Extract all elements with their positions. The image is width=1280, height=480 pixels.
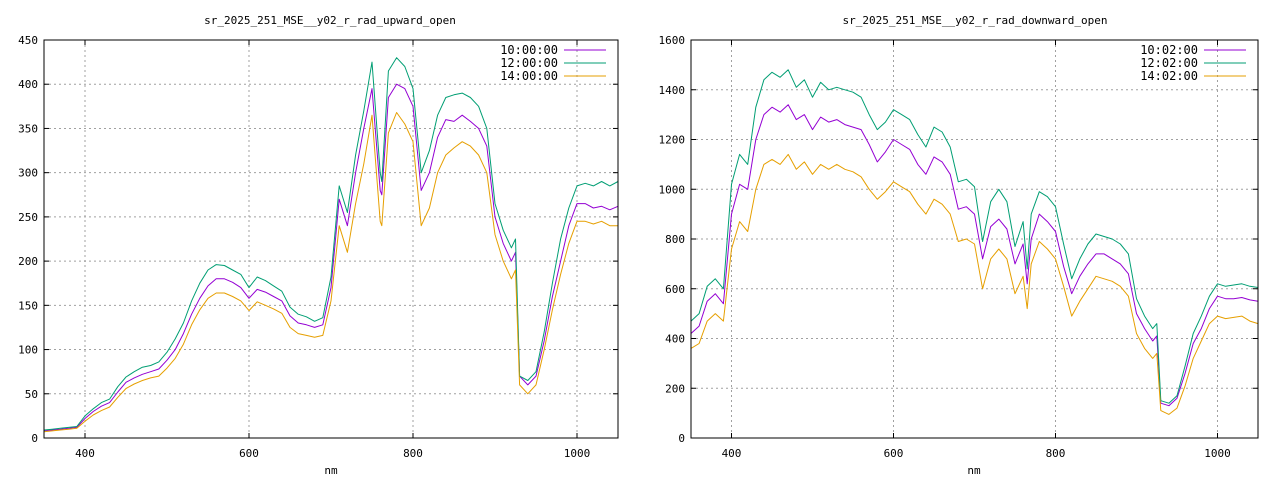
plot-frame: [690, 39, 1259, 439]
y-tick-label: 300: [18, 167, 38, 180]
y-tick-label: 350: [18, 122, 38, 135]
y-tick-label: 250: [18, 211, 38, 224]
x-axis-label: nm: [967, 464, 981, 477]
legend-label: 10:02:00: [1140, 43, 1198, 57]
y-tick-label: 400: [18, 78, 38, 91]
x-tick-label: 800: [403, 447, 423, 460]
x-tick-label: 600: [884, 447, 904, 460]
chart-title: sr_2025_251_MSE__y02_r_rad_downward_open: [843, 14, 1108, 27]
y-tick-label: 0: [31, 432, 38, 445]
series-line-3: [690, 153, 1259, 415]
y-tick-label: 1000: [659, 183, 686, 196]
y-tick-label: 200: [18, 255, 38, 268]
x-axis-label: nm: [324, 464, 338, 477]
plot-frame: [43, 39, 619, 439]
chart-title: sr_2025_251_MSE__y02_r_rad_upward_open: [204, 14, 456, 27]
legend-label: 14:00:00: [500, 69, 558, 83]
x-tick-label: 400: [722, 447, 742, 460]
series-line-1: [43, 83, 619, 432]
series-line-2: [43, 57, 619, 431]
x-tick-label: 1000: [1204, 447, 1231, 460]
y-tick-label: 1400: [659, 84, 686, 97]
legend-label: 14:02:00: [1140, 69, 1198, 83]
y-tick-label: 100: [18, 344, 38, 357]
upward-radiance-chart: sr_2025_251_MSE__y02_r_rad_upward_open 0…: [18, 14, 619, 477]
legend-label: 10:00:00: [500, 43, 558, 57]
y-tick-label: 800: [665, 233, 685, 246]
legend-label: 12:00:00: [500, 56, 558, 70]
series-line-3: [43, 112, 618, 433]
y-tick-label: 50: [25, 388, 38, 401]
y-tick-label: 400: [665, 333, 685, 346]
y-tick-label: 600: [665, 283, 685, 296]
series-line-1: [690, 104, 1259, 407]
x-tick-label: 600: [239, 447, 259, 460]
y-tick-label: 1200: [659, 134, 686, 147]
y-tick-label: 200: [665, 382, 685, 395]
x-tick-label: 1000: [564, 447, 591, 460]
downward-radiance-chart: sr_2025_251_MSE__y02_r_rad_downward_open…: [659, 14, 1259, 477]
series-line-2: [690, 69, 1259, 404]
x-tick-label: 800: [1046, 447, 1066, 460]
y-tick-label: 150: [18, 299, 38, 312]
legend-label: 12:02:00: [1140, 56, 1198, 70]
y-tick-label: 1600: [659, 34, 686, 47]
y-tick-label: 0: [678, 432, 685, 445]
x-tick-label: 400: [75, 447, 95, 460]
y-tick-label: 450: [18, 34, 38, 47]
